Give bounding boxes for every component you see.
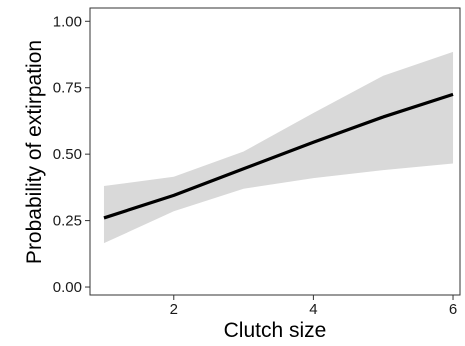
- y-tick-label: 0.75: [53, 80, 82, 97]
- y-tick-label: 1.00: [53, 13, 82, 30]
- x-tick-label: 2: [170, 301, 178, 318]
- line-layer: [103, 92, 454, 220]
- confidence-band: [103, 51, 454, 244]
- y-axis: 0.00 0.25 0.50 0.75 1.00: [53, 13, 90, 296]
- y-axis-title: Probability of extirpation: [23, 40, 46, 264]
- x-tick-label: 4: [309, 301, 317, 318]
- y-tick-label: 0.50: [53, 146, 82, 163]
- confidence-band-layer: [103, 51, 454, 244]
- y-tick-label: 0.25: [53, 213, 82, 230]
- x-tick-label: 6: [449, 301, 457, 318]
- x-axis: 2 4 6: [170, 295, 457, 318]
- series-line: [103, 92, 454, 220]
- y-tick-label: 0.00: [53, 279, 82, 296]
- x-axis-title: Clutch size: [224, 319, 327, 342]
